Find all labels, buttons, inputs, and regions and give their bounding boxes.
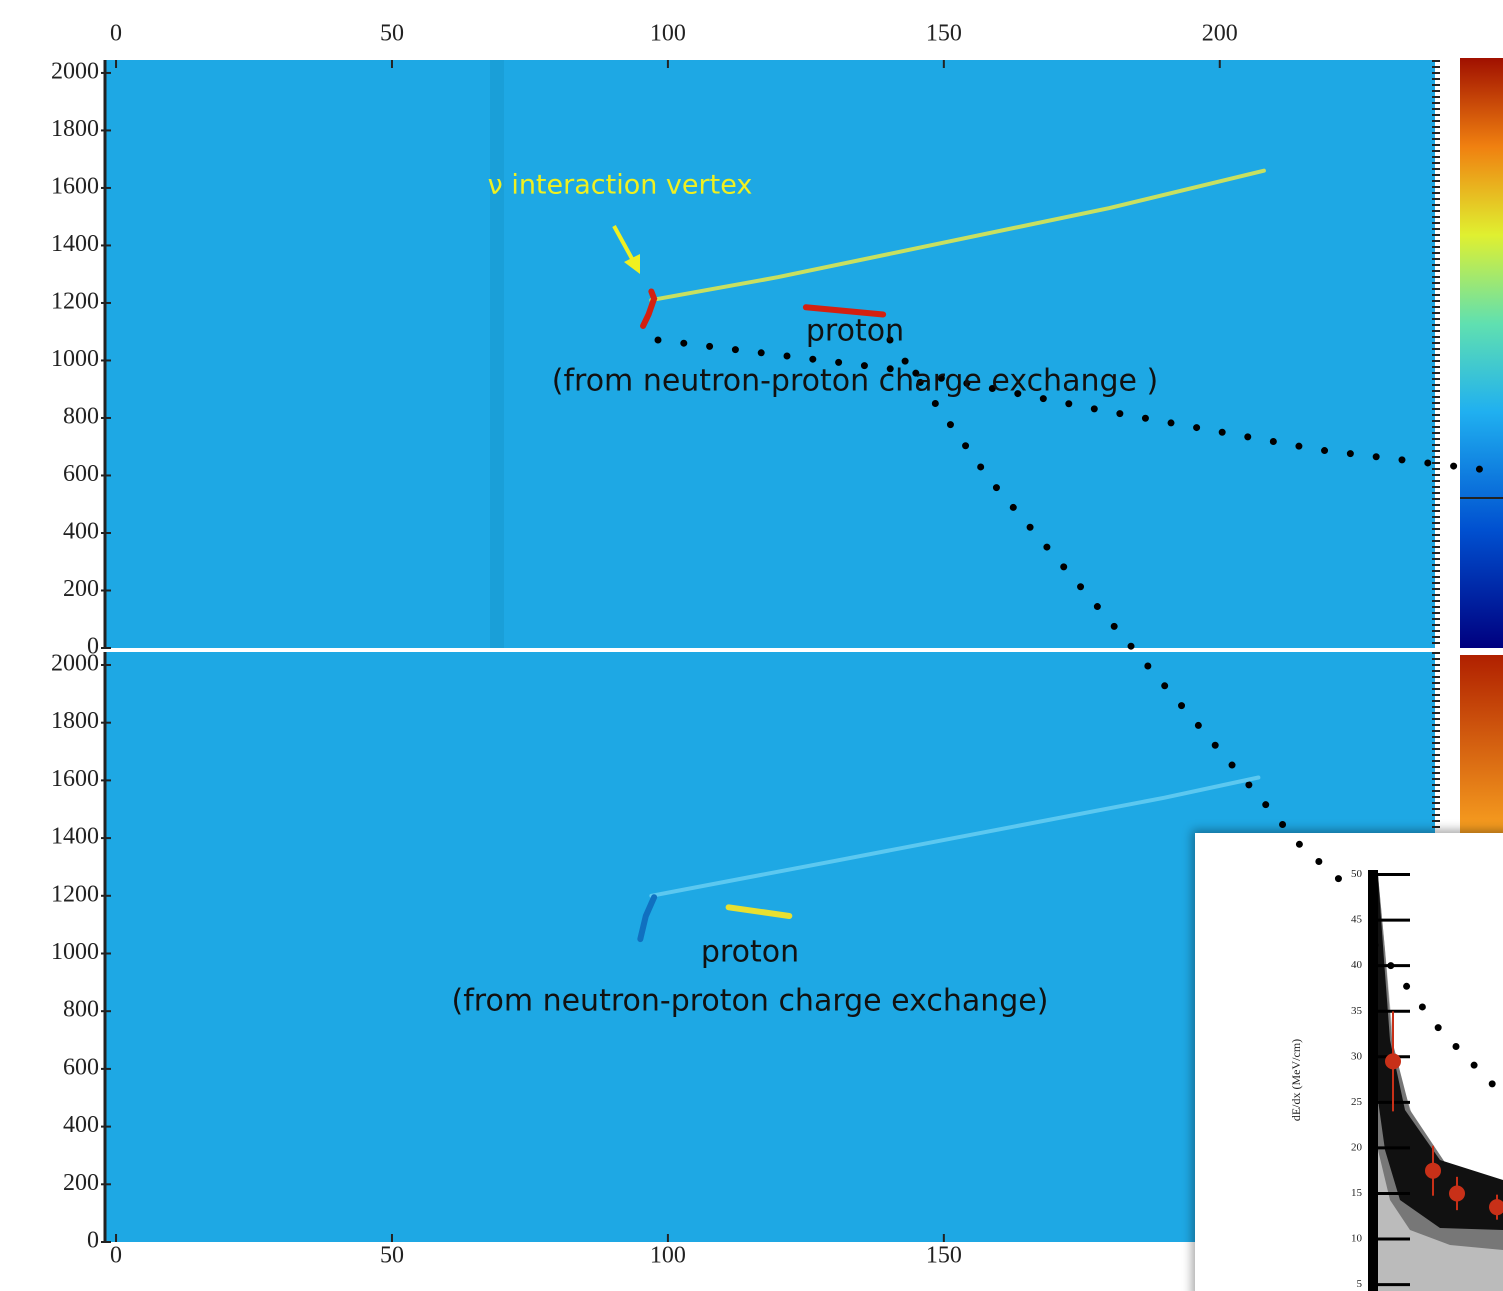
y-tick-label: 2000 bbox=[51, 58, 99, 84]
y-tick-label: 400 bbox=[63, 1112, 99, 1138]
y-tick-label: 1200 bbox=[51, 881, 99, 907]
y-tick-label: 800 bbox=[63, 997, 99, 1023]
x-tick-label: 150 bbox=[926, 1243, 962, 1269]
y-tick-label: 1400 bbox=[51, 231, 99, 257]
y-tick-label: 600 bbox=[63, 461, 99, 487]
y-tick-label: 1400 bbox=[51, 824, 99, 850]
x-tick-label: 150 bbox=[926, 21, 962, 47]
x-tick-label: 50 bbox=[380, 21, 404, 47]
y-tick-label: 1600 bbox=[51, 173, 99, 199]
y-tick-label: 35 bbox=[1351, 1005, 1363, 1017]
y-tick-label: 800 bbox=[63, 403, 99, 429]
annotation: proton bbox=[701, 935, 799, 970]
x-tick-label: 100 bbox=[650, 1243, 686, 1269]
x-tick-label: 50 bbox=[380, 1243, 404, 1269]
y-tick-label: 10 bbox=[1351, 1233, 1363, 1245]
annotation: (from neutron-proton charge exchange ) bbox=[552, 364, 1158, 399]
y-tick-label: 30 bbox=[1351, 1050, 1363, 1062]
wire-band bbox=[490, 60, 504, 648]
x-tick-label: 200 bbox=[1202, 21, 1238, 47]
y-tick-label: 1000 bbox=[51, 346, 99, 372]
y-tick-label: 1800 bbox=[51, 708, 99, 734]
y-tick-label: 1200 bbox=[51, 288, 99, 314]
y-tick-label: 600 bbox=[63, 1054, 99, 1080]
y-tick-label: 15 bbox=[1351, 1187, 1363, 1199]
y-tick-label: 0 bbox=[87, 1228, 99, 1254]
y-tick-label: 200 bbox=[63, 1170, 99, 1196]
x-tick-label: 0 bbox=[110, 1243, 122, 1269]
annotation: (from neutron-proton charge exchange) bbox=[452, 984, 1049, 1019]
page: {"chart_data": [ {"type": "event-display… bbox=[0, 0, 1503, 1291]
y-tick-label: 40 bbox=[1351, 959, 1363, 971]
y-tick-label: 1800 bbox=[51, 116, 99, 142]
y-axis-label: dE/dx (MeV/cm) bbox=[1289, 1039, 1303, 1121]
y-tick-label: 1000 bbox=[51, 939, 99, 965]
y-tick-label: 1600 bbox=[51, 766, 99, 792]
panel-top bbox=[105, 60, 1435, 648]
y-tick-label: 200 bbox=[63, 576, 99, 602]
x-tick-label: 100 bbox=[650, 21, 686, 47]
y-tick-label: 5 bbox=[1357, 1278, 1363, 1290]
x-tick-label: 0 bbox=[110, 21, 122, 47]
point bbox=[1425, 1163, 1441, 1179]
annotation: ν interaction vertex bbox=[488, 170, 753, 201]
colorbar bbox=[1460, 58, 1503, 648]
y-tick-label: 20 bbox=[1351, 1141, 1363, 1153]
y-tick-label: 2000 bbox=[51, 650, 99, 676]
annotation: proton bbox=[806, 314, 904, 349]
y-tick-label: 25 bbox=[1351, 1096, 1363, 1108]
point bbox=[1385, 1053, 1401, 1069]
y-tick-label: 50 bbox=[1351, 868, 1363, 880]
inset-axis bbox=[1368, 870, 1378, 1291]
figure: 0501001502000200400600800100012001400160… bbox=[0, 0, 1503, 1291]
colorbar bbox=[1460, 655, 1503, 833]
point bbox=[1449, 1185, 1465, 1201]
y-tick-label: 400 bbox=[63, 518, 99, 544]
y-tick-label: 45 bbox=[1351, 914, 1363, 926]
